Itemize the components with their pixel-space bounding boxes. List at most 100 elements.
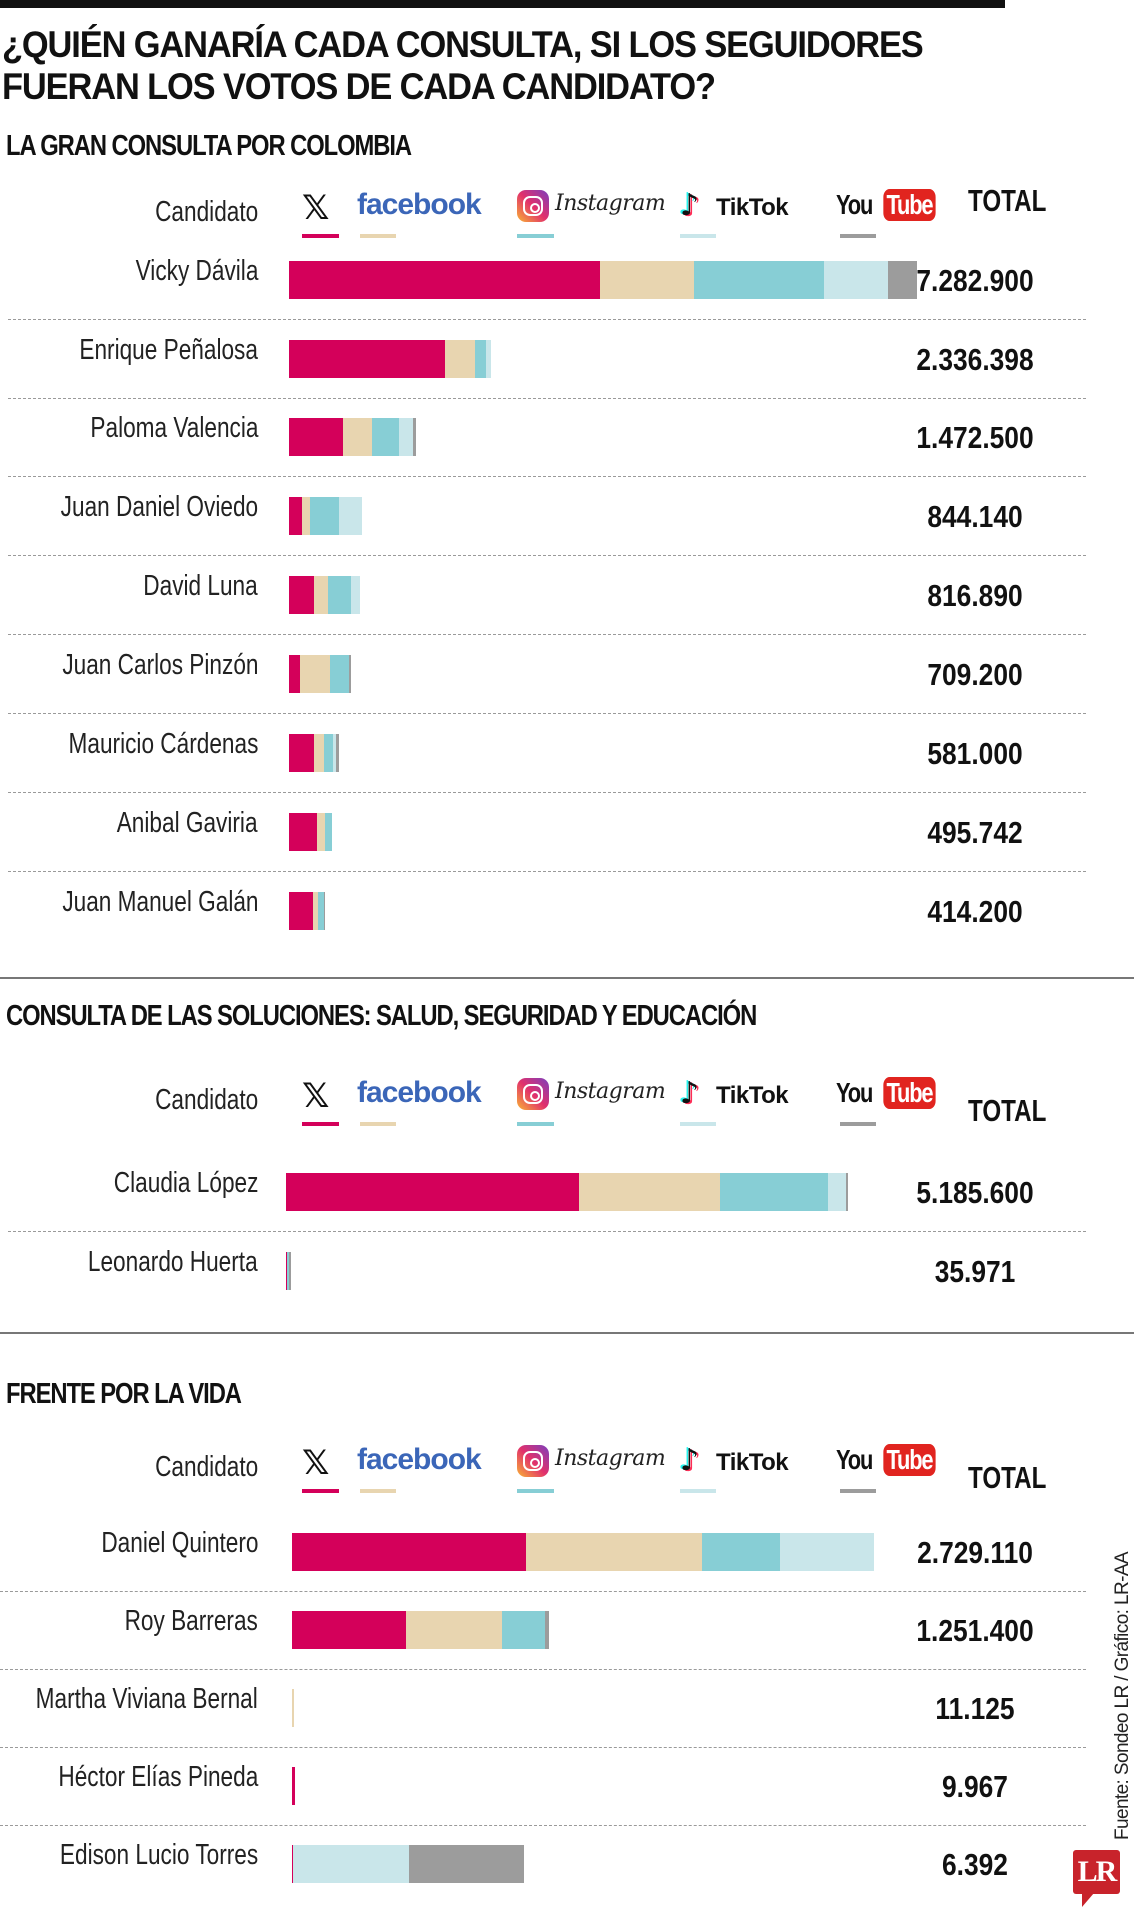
bar-segment-facebook <box>579 1173 720 1211</box>
instagram-lens-dot <box>530 203 540 213</box>
total-value: 844.140 <box>927 499 1023 534</box>
tiktok-wordmark: TikTok <box>716 1449 789 1476</box>
bar-segment-x <box>289 261 600 299</box>
candidate-name: Juan Carlos Pinzón <box>61 649 258 681</box>
title-line-1: ¿QUIÉN GANARÍA CADA CONSULTA, SI LOS SEG… <box>2 24 924 65</box>
candidate-name: Leonardo Huerta <box>88 1246 258 1278</box>
bar-segment-facebook <box>300 655 330 693</box>
bar-segment-instagram <box>694 261 824 299</box>
row-divider <box>0 1747 1086 1748</box>
candidate-name: Daniel Quintero <box>100 1527 258 1559</box>
row-divider <box>8 634 1086 635</box>
legend-swatch-instagram <box>517 234 554 238</box>
legend-swatch-x <box>302 1122 339 1126</box>
bar-segment-youtube <box>888 261 917 299</box>
stacked-bar <box>289 734 339 772</box>
bar-segment-facebook <box>292 1689 294 1727</box>
bar-segment-youtube <box>409 1845 524 1883</box>
total-value: 7.282.900 <box>916 263 1034 298</box>
total-value: 709.200 <box>927 657 1023 692</box>
lr-logo-icon: LR <box>1073 1850 1120 1894</box>
title-line-2: FUERAN LOS VOTOS DE CADA CANDIDATO? <box>2 66 716 107</box>
section-title: LA GRAN CONSULTA POR COLOMBIA <box>6 130 412 162</box>
bar-segment-x <box>292 1845 293 1883</box>
stacked-bar <box>289 497 362 535</box>
youtube-tube: Tube <box>883 189 936 221</box>
legend-swatch-instagram <box>517 1122 554 1126</box>
legend-swatch-youtube <box>840 1122 876 1126</box>
stacked-bar <box>289 892 325 930</box>
instagram-lens <box>523 1084 543 1104</box>
section-title: FRENTE POR LA VIDA <box>6 1378 242 1410</box>
stacked-bar <box>292 1533 874 1571</box>
bar-segment-youtube <box>336 734 339 772</box>
total-value: 495.742 <box>927 815 1023 850</box>
legend-swatch-facebook <box>360 1489 396 1493</box>
bar-segment-x <box>292 1767 295 1805</box>
source-credit: Fuente: Sondeo LR / Gráfico: LR-AA <box>1112 1552 1133 1840</box>
total-value: 1.472.500 <box>916 420 1034 455</box>
candidate-name: Martha Viviana Bernal <box>35 1683 258 1715</box>
total-value: 816.890 <box>927 578 1023 613</box>
legend-swatch-instagram <box>517 1489 554 1493</box>
stacked-bar <box>292 1767 295 1805</box>
total-value: 414.200 <box>927 894 1023 929</box>
bar-segment-x <box>289 418 343 456</box>
bar-segment-facebook <box>317 813 325 851</box>
bar-segment-facebook <box>406 1611 502 1649</box>
tiktok-logo-icon: ♪ <box>680 188 700 223</box>
youtube-tube: Tube <box>883 1077 936 1109</box>
legend-swatch-youtube <box>840 1489 876 1493</box>
row-divider <box>0 1825 1086 1826</box>
section-title: CONSULTA DE LAS SOLUCIONES: SALUD, SEGUR… <box>6 1000 757 1032</box>
bar-segment-facebook <box>314 734 324 772</box>
candidate-column-label: Candidato <box>154 1084 258 1116</box>
instagram-wordmark: Instagram <box>555 191 666 216</box>
legend-swatch-facebook <box>360 234 396 238</box>
legend-swatch-x <box>302 1489 339 1493</box>
bar-segment-x <box>286 1173 579 1211</box>
bar-segment-instagram <box>475 340 486 378</box>
row-divider <box>8 1231 1086 1232</box>
row-divider <box>8 319 1086 320</box>
youtube-logo-icon: You Tube <box>836 1444 943 1476</box>
bar-segment-youtube <box>846 1173 848 1211</box>
bar-segment-tiktok <box>339 497 362 535</box>
total-value: 35.971 <box>934 1254 1016 1289</box>
candidate-name: Juan Manuel Galán <box>61 886 258 918</box>
bar-segment-tiktok <box>828 1173 846 1211</box>
x-logo-icon: 𝕏 <box>302 1076 330 1116</box>
youtube-you: You <box>836 1077 873 1108</box>
stacked-bar <box>289 655 351 693</box>
bar-segment-tiktok <box>293 1845 409 1883</box>
stacked-bar <box>289 813 332 851</box>
bar-segment-x <box>289 497 302 535</box>
bar-segment-instagram <box>702 1533 780 1571</box>
stacked-bar <box>289 261 917 299</box>
bar-segment-instagram <box>324 734 333 772</box>
stacked-bar <box>292 1845 524 1883</box>
candidate-name: Paloma Valencia <box>89 412 258 444</box>
facebook-logo-icon: facebook <box>357 188 482 221</box>
instagram-lens-dot <box>530 1458 540 1468</box>
legend-swatch-tiktok <box>680 1122 716 1126</box>
instagram-lens <box>523 196 543 216</box>
bar-segment-facebook <box>343 418 372 456</box>
tiktok-logo-icon: ♪ <box>680 1076 700 1111</box>
bar-segment-youtube <box>349 655 351 693</box>
bar-segment-youtube <box>324 892 325 930</box>
youtube-you: You <box>836 189 873 220</box>
bar-segment-facebook <box>302 497 310 535</box>
bar-segment-youtube <box>545 1611 549 1649</box>
youtube-logo-icon: You Tube <box>836 1077 943 1109</box>
instagram-logo-icon <box>517 1445 549 1477</box>
bar-segment-instagram <box>330 655 349 693</box>
candidate-name: Edison Lucio Torres <box>59 1839 258 1871</box>
section-divider <box>0 1332 1134 1334</box>
bar-segment-facebook <box>445 340 475 378</box>
bar-segment-tiktok <box>780 1533 874 1571</box>
page-title: ¿QUIÉN GANARÍA CADA CONSULTA, SI LOS SEG… <box>2 24 988 108</box>
bar-segment-tiktok <box>351 576 360 614</box>
legend-swatch-youtube <box>840 234 876 238</box>
legend-swatch-x <box>302 234 339 238</box>
